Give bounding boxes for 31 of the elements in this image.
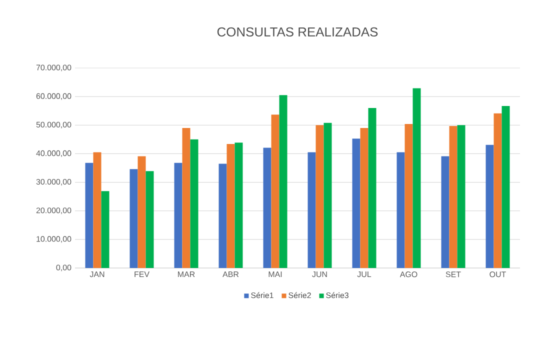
bar bbox=[182, 128, 190, 268]
bar bbox=[457, 125, 466, 268]
bar bbox=[396, 152, 405, 268]
bar bbox=[360, 128, 368, 268]
bar bbox=[279, 95, 288, 268]
bar bbox=[190, 139, 198, 268]
bar bbox=[352, 138, 360, 268]
bar bbox=[85, 162, 94, 268]
bar bbox=[368, 108, 376, 268]
bar bbox=[412, 88, 421, 268]
bar bbox=[441, 156, 450, 268]
bar bbox=[101, 191, 110, 268]
bar bbox=[174, 162, 182, 268]
bar bbox=[138, 156, 146, 268]
chart-title: CONSULTAS REALIZADAS bbox=[217, 27, 378, 37]
bar bbox=[146, 171, 154, 268]
bar bbox=[316, 125, 324, 268]
bar bbox=[308, 152, 316, 268]
bar bbox=[218, 164, 227, 268]
bar bbox=[263, 148, 272, 268]
bar bbox=[130, 169, 138, 268]
bar bbox=[271, 114, 280, 268]
bar bbox=[226, 144, 235, 268]
bar bbox=[449, 126, 458, 268]
bar bbox=[93, 152, 102, 268]
bar bbox=[502, 106, 510, 268]
bar bbox=[494, 113, 502, 268]
bar bbox=[234, 142, 243, 268]
bar bbox=[486, 144, 494, 268]
bar bbox=[324, 122, 332, 268]
bar bbox=[404, 124, 413, 268]
